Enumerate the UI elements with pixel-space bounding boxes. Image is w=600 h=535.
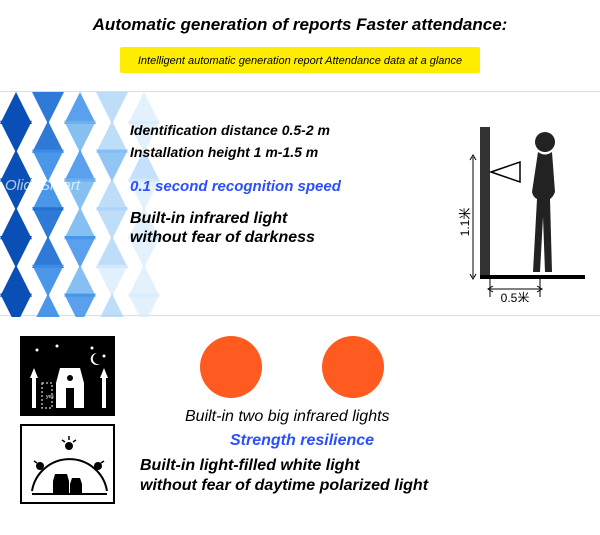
infrared-light-icon: [200, 336, 262, 398]
lights-content: Built-in two big infrared lights Strengt…: [140, 336, 580, 496]
spec-height: Installation height 1 m-1.5 m: [130, 144, 410, 160]
svg-text:yes: yes: [46, 394, 54, 400]
spec-block: Identification distance 0.5-2 m Installa…: [130, 122, 410, 247]
infrared-lights-text: Built-in two big infrared lights: [185, 408, 580, 426]
night-icon: yes: [20, 336, 115, 416]
header: Automatic generation of reports Faster a…: [0, 0, 600, 83]
infrared-light-icon: [322, 336, 384, 398]
icon-column: yes: [20, 336, 115, 512]
page-title: Automatic generation of reports Faster a…: [20, 15, 580, 35]
infrared-circles: [200, 336, 580, 398]
section-recognition: OlideSmart Identification distance 0.5-2…: [0, 91, 600, 316]
dist-label: 0.5米: [501, 291, 530, 302]
white-light-text: Built-in light-filled white lightwithout…: [140, 456, 580, 496]
height-label: 1.1米: [458, 208, 472, 237]
subtitle-text: Intelligent automatic generation report …: [138, 55, 462, 67]
infrared-text: Built-in infrared lightwithout fear of d…: [130, 209, 410, 247]
speed-text: 0.1 second recognition speed: [130, 178, 410, 195]
subtitle-band: Intelligent automatic generation report …: [120, 47, 480, 73]
strength-text: Strength resilience: [230, 432, 580, 450]
spec-distance: Identification distance 0.5-2 m: [130, 122, 410, 138]
person-diagram: 1.1米 0.5米: [425, 117, 585, 302]
day-icon: [20, 424, 115, 504]
watermark: OlideSmart: [5, 177, 80, 194]
section-lights: yes Bu: [0, 316, 600, 526]
